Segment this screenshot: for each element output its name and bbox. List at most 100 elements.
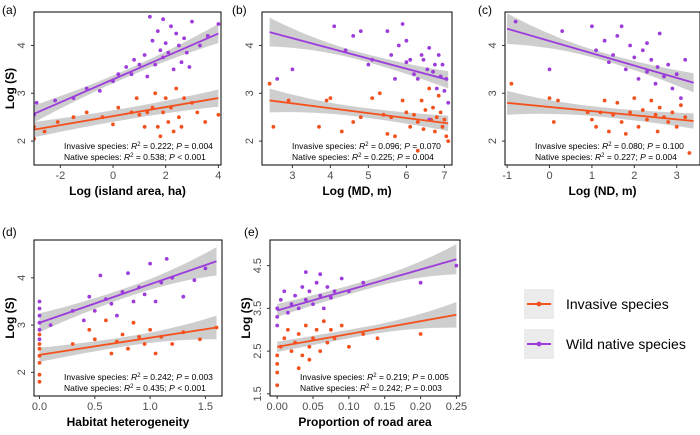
invasive-data-point [370, 96, 375, 100]
invasive-data-point [174, 86, 179, 91]
stats-text: = 0.435; [133, 383, 169, 393]
stats-text: R [359, 141, 365, 151]
native-data-point [412, 72, 416, 77]
stats-annotation: Invasive species: R2 = 0.242; P = 0.003 [64, 372, 213, 382]
invasive-data-point [198, 337, 202, 342]
invasive-data-point [286, 98, 291, 103]
native-data-point [278, 297, 283, 302]
invasive-data-point [286, 327, 290, 332]
panel-e: 0.00 0.05 0.10 0.15 0.20 0.25 1.5 2.5 3.5 4.5 Prop… [239, 225, 467, 429]
invasive-data-point [177, 115, 181, 120]
stats-text: < 0.001 [175, 152, 206, 162]
invasive-data-point [655, 129, 660, 134]
invasive-data-point [153, 91, 158, 96]
invasive-data-point [321, 319, 326, 324]
panel-d: 0.0 0.5 1.0 1.5 2 3 4 Habitat heterogeneity Log … [2, 225, 223, 429]
native-data-point [53, 98, 57, 103]
stats-text: 2 [366, 384, 370, 390]
invasive-data-point [37, 379, 42, 384]
native-data-point [314, 280, 319, 285]
invasive-data-point [296, 332, 301, 336]
native-data-point [560, 29, 565, 33]
native-data-point [339, 276, 344, 281]
stats-text: = 0.227; [604, 152, 640, 162]
native-fit-line [39, 260, 217, 324]
invasive-data-point [116, 105, 121, 110]
x-tick-label: 0.0 [32, 401, 47, 413]
x-tick-label: 0.10 [338, 401, 359, 413]
panel-label: (c) [478, 3, 492, 17]
invasive-data-point [282, 336, 287, 341]
invasive-data-point [418, 332, 423, 336]
invasive-data-point [158, 134, 163, 139]
stats-text: Native species: [64, 383, 124, 393]
invasive-data-point [415, 148, 420, 153]
invasive-data-point [275, 362, 280, 366]
native-data-point [115, 313, 119, 318]
invasive-data-point [120, 332, 125, 337]
invasive-data-point [431, 105, 435, 110]
stats-annotation: Native species: R2 = 0.538; P < 0.001 [64, 152, 206, 162]
native-data-point [311, 302, 315, 306]
invasive-data-point [607, 129, 611, 134]
native-data-point [142, 53, 147, 57]
invasive-data-point [645, 117, 649, 122]
invasive-data-point [131, 320, 136, 325]
native-data-point [163, 41, 168, 45]
native-data-point [171, 67, 176, 72]
stats-text: Native species: [300, 383, 360, 393]
native-data-point [293, 293, 297, 298]
native-data-point [615, 34, 620, 38]
invasive-data-point [137, 335, 142, 339]
invasive-data-point [325, 340, 330, 345]
native-data-point [436, 53, 441, 57]
native-data-point [174, 31, 179, 36]
native-data-point [98, 273, 103, 278]
stats-text: = 0.242; [369, 383, 405, 393]
panel-b: 3 4 5 6 7 2 3 4 Log (MD, m) (b) Invasive species: … [232, 3, 453, 198]
invasive-data-point [400, 98, 405, 103]
native-data-point [148, 14, 152, 19]
native-data-point [109, 301, 114, 306]
stats-text: Native species: [535, 152, 595, 162]
native-data-point [303, 270, 308, 274]
invasive-data-point [153, 351, 158, 356]
invasive-fit-line [269, 99, 449, 125]
native-data-point [116, 72, 121, 77]
invasive-data-point [37, 346, 42, 351]
invasive-data-point [351, 120, 356, 124]
x-tick-label: 2 [163, 170, 169, 182]
invasive-data-point [126, 346, 130, 351]
native-data-point [418, 280, 423, 285]
stats-text: P [640, 152, 646, 162]
stats-text: P [397, 152, 403, 162]
native-data-point [358, 29, 363, 33]
stats-text: 2 [130, 153, 134, 159]
legend-key-point [536, 301, 542, 307]
native-data-point [275, 315, 280, 319]
invasive-data-point [289, 349, 294, 353]
native-data-point [87, 294, 92, 299]
invasive-data-point [142, 342, 147, 346]
stats-text: 2 [601, 153, 605, 159]
stats-text: P [169, 383, 175, 393]
invasive-confidence-band [39, 315, 217, 362]
stats-text: Invasive species: [64, 372, 131, 382]
invasive-data-point [104, 318, 108, 323]
stats-text: 2 [358, 153, 362, 159]
invasive-data-point [311, 336, 315, 341]
y-tick-label: 3 [487, 90, 499, 96]
panel-c: -1 0 1 2 3 2 3 4 Log (ND, m) (c) Invasive species:… [478, 3, 700, 198]
legend-invasive-label: Invasive species [566, 296, 669, 312]
native-data-point [361, 280, 366, 285]
stats-text: Invasive species: [535, 141, 602, 151]
native-data-point [645, 69, 649, 74]
invasive-data-point [547, 96, 552, 100]
invasive-data-point [556, 98, 560, 103]
invasive-fit-line [39, 326, 217, 356]
x-tick-label: 3 [289, 170, 295, 182]
invasive-data-point [347, 344, 351, 349]
y-tick-label: 4 [244, 42, 256, 48]
invasive-data-point [408, 124, 413, 129]
invasive-fit-line [277, 313, 457, 348]
